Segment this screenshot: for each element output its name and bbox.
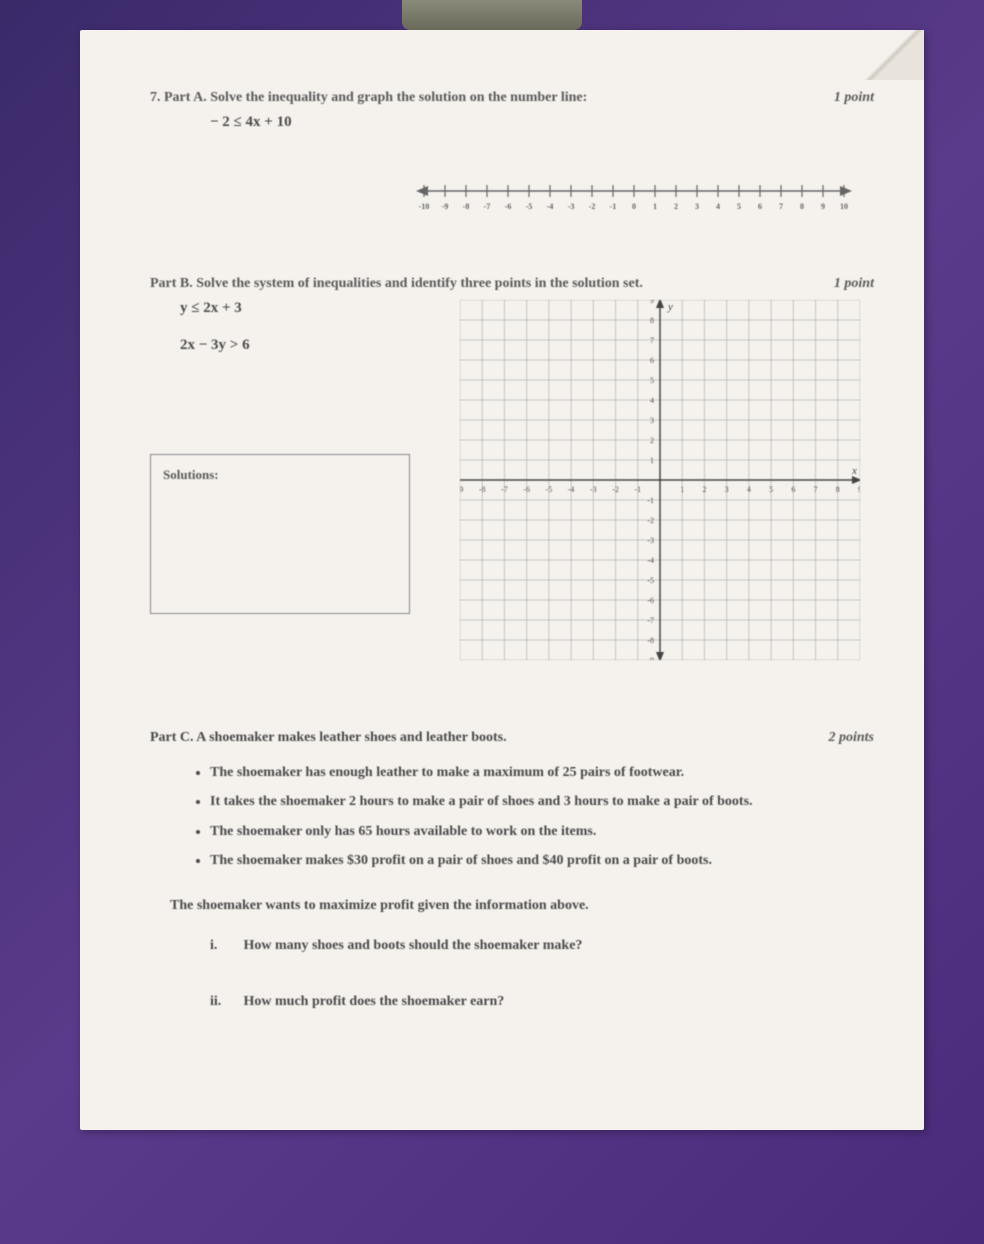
part-c-bullets: The shoemaker has enough leather to make…	[150, 760, 874, 873]
worksheet-paper: 7. Part A. Solve the inequality and grap…	[80, 30, 924, 1130]
svg-text:-1: -1	[647, 496, 654, 505]
svg-text:2: 2	[702, 485, 706, 494]
svg-text:7: 7	[779, 202, 783, 211]
part-c: Part C. A shoemaker makes leather shoes …	[150, 725, 874, 1010]
sub-q1-text: How many shoes and boots should the shoe…	[244, 938, 583, 953]
svg-text:-3: -3	[647, 536, 654, 545]
svg-text:2: 2	[674, 202, 678, 211]
svg-text:-8: -8	[647, 636, 654, 645]
bullet-item: The shoemaker makes $30 profit on a pair…	[210, 848, 874, 873]
part-a-equation: − 2 ≤ 4x + 10	[150, 114, 874, 131]
svg-text:-7: -7	[647, 616, 654, 625]
svg-text:-6: -6	[647, 596, 654, 605]
part-a-header: 7. Part A. Solve the inequality and grap…	[150, 90, 587, 106]
svg-text:-2: -2	[589, 202, 596, 211]
svg-text:-5: -5	[647, 576, 654, 585]
svg-text:-3: -3	[590, 485, 597, 494]
svg-text:-8: -8	[463, 202, 470, 211]
svg-text:y: y	[667, 301, 673, 313]
part-b-header: Part B. Solve the system of inequalities…	[150, 276, 643, 292]
svg-text:-4: -4	[568, 485, 575, 494]
number-line: -10-9-8-7-6-5-4-3-2-1012345678910	[414, 161, 854, 226]
svg-text:8: 8	[836, 485, 840, 494]
sub-q1-label: i.	[210, 938, 240, 954]
svg-text:8: 8	[650, 316, 654, 325]
svg-text:1: 1	[650, 456, 654, 465]
part-b: Part B. Solve the system of inequalities…	[150, 276, 874, 665]
svg-text:3: 3	[650, 416, 654, 425]
svg-text:-4: -4	[547, 202, 554, 211]
svg-text:6: 6	[758, 202, 762, 211]
svg-text:-9: -9	[460, 485, 463, 494]
part-b-eq2: 2x − 3y > 6	[150, 337, 430, 354]
svg-text:-6: -6	[505, 202, 512, 211]
part-c-header: Part C. A shoemaker makes leather shoes …	[150, 725, 507, 750]
svg-text:7: 7	[650, 336, 654, 345]
bullet-item: The shoemaker only has 65 hours availabl…	[210, 819, 874, 844]
svg-text:3: 3	[695, 202, 699, 211]
part-b-eq1: y ≤ 2x + 3	[150, 300, 430, 317]
svg-text:-9: -9	[442, 202, 449, 211]
solutions-label: Solutions:	[163, 467, 397, 483]
part-c-intro: The shoemaker wants to maximize profit g…	[150, 893, 874, 918]
svg-text:7: 7	[814, 485, 818, 494]
svg-text:-4: -4	[647, 556, 654, 565]
svg-text:0: 0	[632, 202, 636, 211]
svg-text:4: 4	[650, 396, 654, 405]
bullet-item: The shoemaker has enough leather to make…	[210, 760, 874, 785]
svg-text:1: 1	[680, 485, 684, 494]
sub-question-1: i. How many shoes and boots should the s…	[150, 938, 874, 954]
svg-text:4: 4	[716, 202, 720, 211]
svg-text:-3: -3	[568, 202, 575, 211]
svg-text:10: 10	[840, 202, 848, 211]
svg-text:8: 8	[800, 202, 804, 211]
coordinate-graph: -9 -8 -7 -6 -5 -4 -3 -2 -1 1 2 3 4 5 6 7 8 9 -9 -8 -7 -6 -5 -4 -…	[460, 300, 874, 665]
svg-text:5: 5	[769, 485, 773, 494]
svg-text:-7: -7	[501, 485, 508, 494]
solutions-box: Solutions:	[150, 454, 410, 614]
part-c-points: 2 points	[828, 730, 874, 746]
svg-text:-2: -2	[612, 485, 619, 494]
part-b-points: 1 point	[834, 276, 874, 292]
svg-text:3: 3	[725, 485, 729, 494]
bullet-item: It takes the shoemaker 2 hours to make a…	[210, 789, 874, 814]
part-a: 7. Part A. Solve the inequality and grap…	[150, 90, 874, 226]
svg-text:1: 1	[653, 202, 657, 211]
svg-text:-8: -8	[479, 485, 486, 494]
svg-text:9: 9	[858, 485, 860, 494]
svg-text:-1: -1	[634, 485, 641, 494]
svg-text:-7: -7	[484, 202, 491, 211]
svg-text:6: 6	[791, 485, 795, 494]
paper-corner-fold	[864, 30, 924, 80]
svg-text:x: x	[851, 465, 857, 477]
svg-text:2: 2	[650, 436, 654, 445]
svg-text:-1: -1	[610, 202, 617, 211]
svg-text:9: 9	[650, 300, 654, 305]
sub-question-2: ii. How much profit does the shoemaker e…	[150, 994, 874, 1010]
svg-text:-10: -10	[419, 202, 430, 211]
svg-text:4: 4	[747, 485, 751, 494]
sub-q2-label: ii.	[210, 994, 240, 1010]
sub-q2-text: How much profit does the shoemaker earn?	[244, 994, 505, 1009]
clipboard-clip	[402, 0, 582, 30]
svg-text:-6: -6	[523, 485, 530, 494]
part-a-points: 1 point	[834, 90, 874, 106]
svg-text:5: 5	[737, 202, 741, 211]
svg-text:6: 6	[650, 356, 654, 365]
svg-text:-5: -5	[546, 485, 553, 494]
svg-text:-5: -5	[526, 202, 533, 211]
svg-text:5: 5	[650, 376, 654, 385]
svg-text:-2: -2	[647, 516, 654, 525]
svg-text:9: 9	[821, 202, 825, 211]
svg-text:-9: -9	[647, 656, 654, 660]
